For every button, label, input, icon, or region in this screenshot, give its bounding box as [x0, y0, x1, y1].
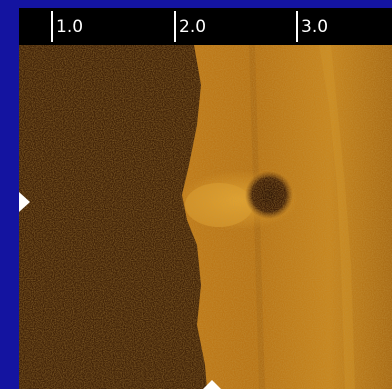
- sonar-image-panel[interactable]: [19, 45, 392, 389]
- ruler-label: 3.0: [301, 17, 329, 37]
- ruler-tick: [296, 11, 298, 42]
- ruler-label: 2.0: [179, 17, 207, 37]
- ruler-tick: [174, 11, 176, 42]
- column-marker-icon: [203, 380, 221, 389]
- row-marker-icon: [19, 192, 30, 212]
- ruler-label: 1.0: [56, 17, 84, 37]
- range-ruler: 1.0 2.0 3.0: [19, 8, 392, 45]
- ruler-tick: [51, 11, 53, 42]
- sonar-image: [19, 45, 392, 389]
